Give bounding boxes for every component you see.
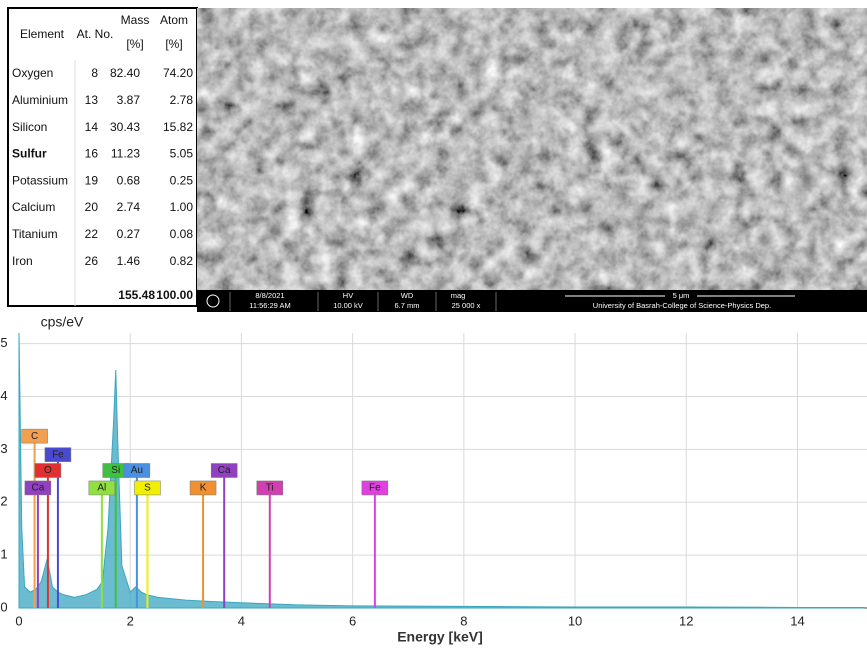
x-tick-label: 14 — [790, 613, 804, 628]
table-cell: Sulfur — [12, 147, 47, 161]
element-label: Fe — [369, 483, 381, 494]
table-cell: 16 — [85, 147, 99, 161]
sem-org: University of Basrah-College of Science-… — [593, 301, 771, 310]
table-cell: 74.20 — [163, 66, 193, 80]
table-cell: 0.25 — [170, 173, 194, 187]
table-cell: Potassium — [12, 173, 68, 187]
sem-image: 8/8/2021 11:56:29 AM HV 10.00 kV WD 6.7 … — [197, 8, 867, 312]
sem-time: 11:56:29 AM — [249, 301, 291, 310]
element-label: Fe — [52, 449, 64, 460]
element-label: Ti — [266, 483, 274, 494]
table-cell: Aluminium — [12, 93, 68, 107]
sem-wd: 6.7 mm — [394, 301, 419, 310]
element-label: S — [144, 483, 151, 494]
x-tick-label: 0 — [15, 613, 22, 628]
sem-scale: 5 μm — [673, 291, 690, 300]
table-cell: 5.05 — [170, 147, 194, 161]
table-cell: 0.82 — [170, 254, 194, 268]
element-label: Al — [97, 483, 106, 494]
y-tick-label: 0 — [0, 599, 7, 614]
sem-hv-label: HV — [343, 291, 353, 300]
x-tick-label: 2 — [127, 613, 134, 628]
sem-wd-label: WD — [401, 291, 414, 300]
y-tick-label: 4 — [0, 388, 7, 403]
element-label: Au — [131, 465, 143, 476]
x-tick-label: 10 — [568, 613, 582, 628]
table-cell: 15.82 — [163, 120, 193, 134]
table-cell: 1.00 — [170, 200, 194, 214]
element-label: Ca — [218, 465, 231, 476]
element-label: C — [31, 431, 38, 442]
y-axis-label: cps/eV — [41, 314, 84, 330]
table-cell: 20 — [85, 200, 99, 214]
table-cell: 0.27 — [117, 227, 141, 241]
x-tick-label: 4 — [238, 613, 245, 628]
table-cell: Oxygen — [12, 66, 53, 80]
y-tick-label: 3 — [0, 441, 7, 456]
table-cell: 2.74 — [117, 200, 141, 214]
page: Element At. No. Mass [%] Atom [%] Oxygen… — [0, 0, 867, 648]
x-axis-label: Energy [keV] — [397, 629, 483, 645]
y-tick-label: 2 — [0, 494, 7, 509]
x-tick-label: 12 — [679, 613, 693, 628]
table-cell: Iron — [12, 254, 33, 268]
header-cell: [%] — [165, 37, 182, 51]
x-tick-label: 6 — [349, 613, 356, 628]
element-label: Ca — [32, 483, 45, 494]
header-cell: [%] — [126, 37, 143, 51]
table-cell: 82.40 — [110, 66, 140, 80]
sem-date: 8/8/2021 — [255, 291, 284, 300]
table-cell: 8 — [91, 66, 98, 80]
table-cell: 0.68 — [117, 173, 141, 187]
table-cell: 30.43 — [110, 120, 140, 134]
table-cell: 14 — [85, 120, 99, 134]
table-cell: 0.08 — [170, 227, 194, 241]
table-cell: 1.46 — [117, 254, 141, 268]
y-tick-label: 5 — [0, 335, 7, 350]
table-cell: Titanium — [12, 227, 58, 241]
total-cell: 100.00 — [156, 288, 193, 302]
x-tick-label: 8 — [460, 613, 467, 628]
table-cell: 13 — [85, 93, 99, 107]
total-cell: 155.48 — [118, 288, 155, 302]
sem-mag-label: mag — [451, 291, 466, 300]
element-table: Element At. No. Mass [%] Atom [%] Oxygen… — [8, 8, 197, 306]
sem-texture — [197, 8, 867, 290]
y-tick-label: 1 — [0, 547, 7, 562]
sem-mag: 25 000 x — [452, 301, 481, 310]
header-cell: Atom — [160, 13, 188, 27]
element-label: K — [200, 483, 207, 494]
table-cell: Silicon — [12, 120, 47, 134]
header-cell: Mass — [121, 13, 150, 27]
element-label: Si — [111, 465, 120, 476]
header-cell: Element — [20, 27, 65, 41]
table-cell: 2.78 — [170, 93, 194, 107]
table-cell: 11.23 — [111, 147, 140, 161]
table-cell: 3.87 — [117, 93, 141, 107]
element-label: O — [44, 465, 52, 476]
table-cell: 19 — [85, 173, 99, 187]
table-cell: 26 — [85, 254, 99, 268]
sem-hv: 10.00 kV — [333, 301, 363, 310]
table-cell: Calcium — [12, 200, 55, 214]
header-cell: At. No. — [77, 27, 114, 41]
table-cell: 22 — [85, 227, 99, 241]
